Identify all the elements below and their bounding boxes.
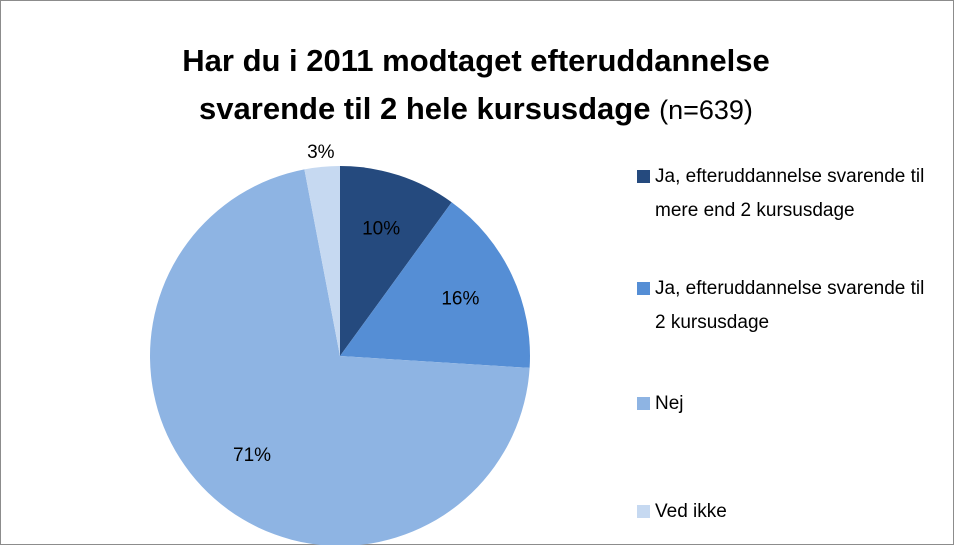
legend-item: Ved ikke — [637, 495, 937, 529]
legend-swatch — [637, 170, 650, 183]
pie-slice — [340, 202, 530, 368]
data-label: 3% — [307, 142, 335, 163]
pie-slice — [340, 166, 452, 356]
legend-swatch — [637, 397, 650, 410]
legend-label: Ja, efteruddannelse svarende til mere en… — [655, 166, 925, 221]
pie-slice — [150, 169, 530, 545]
legend-swatch — [637, 505, 650, 518]
legend-item: Nej — [637, 387, 937, 421]
legend-swatch — [637, 282, 650, 295]
legend-item: Ja, efteruddannelse svarende til mere en… — [637, 160, 937, 228]
legend-label: Nej — [655, 393, 684, 414]
legend-item: Ja, efteruddannelse svarende til 2 kursu… — [637, 272, 937, 340]
legend-label: Ved ikke — [655, 501, 727, 522]
data-label: 16% — [441, 288, 479, 309]
data-label: 71% — [233, 445, 271, 466]
data-label: 10% — [362, 219, 400, 240]
legend-label: Ja, efteruddannelse svarende til 2 kursu… — [655, 278, 925, 333]
chart-title-block: Har du i 2011 modtaget efteruddannelse s… — [116, 37, 836, 134]
chart-subtitle: (n=639) — [659, 95, 753, 125]
chart-title: Har du i 2011 modtaget efteruddannelse s… — [182, 43, 770, 126]
pie-slice — [304, 166, 340, 356]
